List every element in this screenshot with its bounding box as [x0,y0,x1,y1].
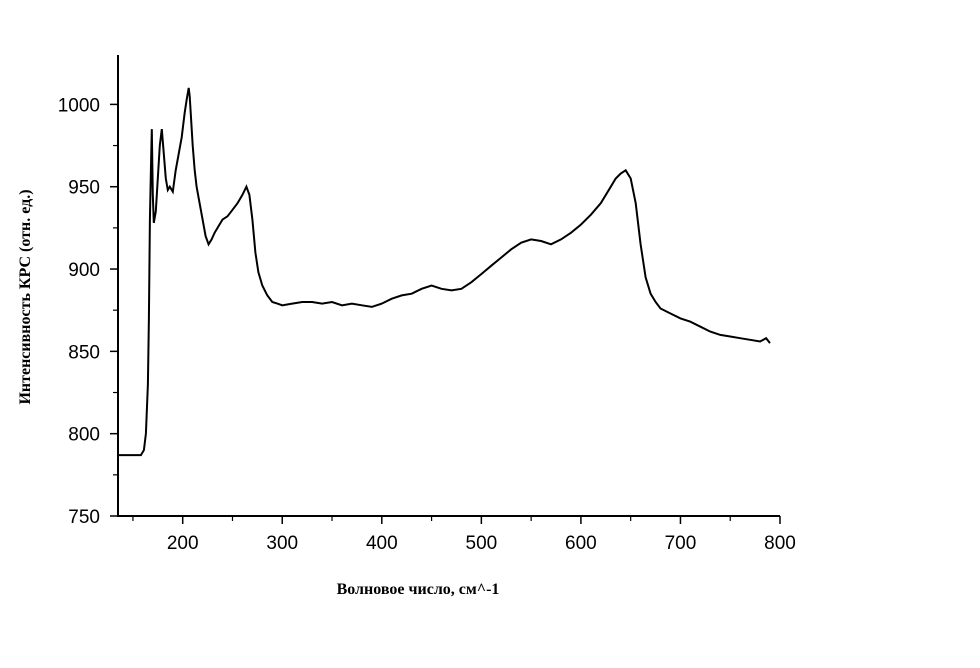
axes [117,55,780,517]
x-tick-label: 500 [466,533,498,554]
y-axis-ticks: 750 800 850 900 950 1000 [58,95,118,528]
y-tick-label: 800 [68,425,100,446]
x-tick-label: 200 [167,533,199,554]
y-tick-label: 850 [68,342,100,363]
x-axis-title: Волновое число, см^-1 [337,581,500,598]
spectrum-line [118,87,771,457]
x-tick-label: 300 [266,533,298,554]
y-tick-label: 900 [68,260,100,281]
y-axis-title: Интенсивность КРС (отн. ед.) [17,189,34,404]
x-tick-label: 600 [565,533,597,554]
x-tick-label: 400 [366,533,398,554]
y-tick-label: 750 [68,507,100,528]
x-axis-ticks: 200 300 400 500 600 700 800 [132,516,796,554]
y-tick-label: 950 [68,178,100,199]
x-tick-label: 700 [665,533,697,554]
y-tick-label: 1000 [58,95,100,116]
x-tick-label: 800 [764,533,796,554]
